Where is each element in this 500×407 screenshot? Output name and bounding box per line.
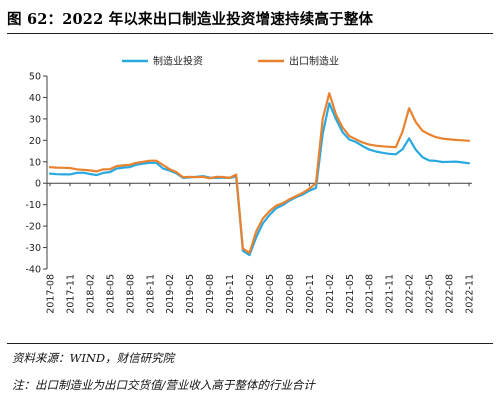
footnote: 注：出口制造业为出口交货值/营业收入高于整体的行业合计 [12,378,315,392]
chart-series [48,92,471,257]
y-tick-label: -10 [25,200,41,211]
y-tick-label: -20 [25,222,41,233]
chart-axes: -40 -30 -20 -10 0 10 20 30 40 50 2017-08 2017-11 201… [25,72,475,314]
x-tick-label: 2017-08 [46,274,57,314]
y-tick-label: 0 [35,179,41,190]
x-tick-label: 2020-02 [245,274,256,314]
x-tick-label: 2022-05 [425,274,436,314]
legend-label: 出口制造业 [289,55,339,68]
x-tick-label: 2020-08 [285,274,296,314]
y-tick-label: 30 [29,114,41,125]
source-note: 资料来源：WIND，财信研究院 [12,351,175,365]
y-tick-label: -30 [25,243,41,254]
x-tick-label: 2018-05 [105,274,116,314]
title-rule [7,33,493,34]
x-tick-label: 2018-02 [85,274,96,314]
y-tick-label: 20 [29,136,41,147]
chart-legend: 制造业投资 出口制造业 [122,55,339,68]
x-tick-label: 2021-08 [365,274,376,314]
x-tick-label: 2020-05 [265,274,276,314]
x-tick-label: 2019-11 [225,274,236,314]
y-tick-label: 10 [29,157,41,168]
legend-label: 制造业投资 [153,55,203,68]
x-tick-label: 2018-08 [125,274,136,314]
x-tick-label: 2022-11 [465,274,476,314]
series-line-manufacturing-investment [48,102,471,257]
x-tick-label: 2021-05 [345,274,356,314]
x-tick-label: 2021-02 [325,274,336,314]
x-tick-label: 2017-11 [65,274,76,314]
y-tick-label: 40 [29,93,41,104]
line-chart: -40 -30 -20 -10 0 10 20 30 40 50 2017-08 2017-11 201… [25,55,475,314]
y-tick-label: -40 [25,265,41,276]
x-tick-label: 2019-05 [185,274,196,314]
y-tick-label: 50 [29,72,41,83]
figure-title: 图 62：2022 年以来出口制造业投资增速持续高于整体 [7,11,374,28]
x-tick-label: 2022-08 [445,274,456,314]
x-tick-label: 2019-02 [165,274,176,314]
series-line-export-manufacturing [48,92,471,254]
x-tick-label: 2019-08 [205,274,216,314]
source-rule [7,343,493,344]
x-tick-label: 2020-11 [305,274,316,314]
x-tick-label: 2021-11 [385,274,396,314]
x-tick-label: 2018-11 [145,274,156,314]
x-tick-label: 2022-02 [405,274,416,314]
